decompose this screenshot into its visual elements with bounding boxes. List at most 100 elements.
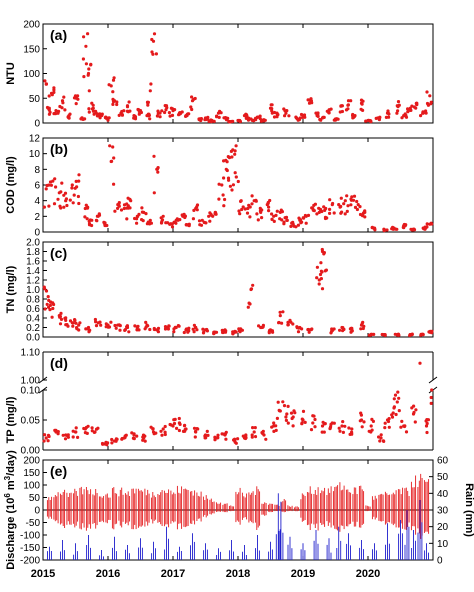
data-point-2-17-2 xyxy=(182,330,186,335)
data-point-0-13-4 xyxy=(106,118,110,122)
axis-break-mark-1-a xyxy=(428,376,438,384)
data-point-2-0-3 xyxy=(44,289,49,293)
data-point-1-24-0 xyxy=(200,218,204,222)
data-point-2-10-2 xyxy=(114,326,118,330)
data-point-0-0-0 xyxy=(43,79,47,83)
data-point-2-0-5 xyxy=(43,307,47,311)
y-tick-label: 6 xyxy=(34,181,40,192)
data-point-3-30-4 xyxy=(321,420,325,424)
data-point-2-31-5 xyxy=(315,265,319,269)
data-point-3-21-5 xyxy=(244,433,248,437)
data-point-0-16-3 xyxy=(117,113,121,117)
data-point-3-35-3 xyxy=(371,419,375,423)
data-point-3-4-3 xyxy=(85,431,89,435)
data-point-0-62-4 xyxy=(426,103,430,107)
data-point-1-35-3 xyxy=(256,218,260,222)
data-point-0-21-4 xyxy=(149,82,153,86)
data-point-3-9-3 xyxy=(132,437,136,441)
data-point-0-59-5 xyxy=(409,108,413,112)
panel-label: (b) xyxy=(50,141,68,157)
data-point-0-24-4 xyxy=(167,111,171,115)
data-point-3-34-3 xyxy=(360,425,364,429)
data-point-3-29-3 xyxy=(309,428,314,432)
data-point-3-5-5 xyxy=(90,426,94,430)
data-point-3-19-4 xyxy=(222,432,226,436)
data-point-0-9-2 xyxy=(86,73,90,77)
y-axis-label: NTU xyxy=(5,62,17,85)
data-point-1-17-3 xyxy=(152,191,156,195)
data-point-0-8-5 xyxy=(87,67,91,71)
data-point-1-33-3 xyxy=(243,207,247,211)
data-point-0-58-2 xyxy=(404,115,409,119)
data-point-1-4-2 xyxy=(71,201,75,205)
data-point-1-48-5 xyxy=(345,194,349,198)
data-point-2-12-1 xyxy=(136,324,140,328)
data-point-3-7-4 xyxy=(115,437,119,441)
data-point-3-36-3 xyxy=(379,433,383,437)
data-point-3-38-2 xyxy=(391,411,395,415)
data-point-1-38-3 xyxy=(279,208,283,212)
data-point-1-32-2 xyxy=(239,199,243,203)
data-point-0-2-2 xyxy=(47,94,51,98)
data-point-2-31-1 xyxy=(317,282,321,286)
data-point-0-32-3 xyxy=(219,111,223,115)
data-point-2-37-4 xyxy=(359,327,363,331)
data-point-0-28-1 xyxy=(190,107,194,112)
data-point-0-53-2 xyxy=(360,102,364,106)
data-point-2-2-5 xyxy=(50,315,54,319)
data-point-0-16-2 xyxy=(120,113,124,117)
data-point-3-3-1 xyxy=(74,426,78,430)
data-point-1-34-3 xyxy=(250,194,254,198)
data-point-3-19-3 xyxy=(224,430,228,434)
data-point-1-15-4 xyxy=(140,206,144,210)
y-tick-label: 0.4 xyxy=(26,314,40,325)
data-point-3-32-1 xyxy=(341,430,345,434)
data-point-1-15-3 xyxy=(140,210,144,214)
data-point-1-19-3 xyxy=(166,221,170,225)
y2-tick-label: 20 xyxy=(437,522,449,533)
data-point-3-18-5 xyxy=(213,435,217,439)
data-point-1-38-5 xyxy=(278,217,282,221)
y-tick-label: 200 xyxy=(23,456,40,467)
data-point-1-28-4 xyxy=(222,159,226,163)
data-point-3-14-4 xyxy=(177,416,181,421)
data-point-0-61-5 xyxy=(419,114,423,118)
data-point-2-11-1 xyxy=(127,330,131,334)
data-point-3-39-0 xyxy=(395,400,399,404)
data-point-3-9-2 xyxy=(135,434,139,438)
data-point-0-53-5 xyxy=(361,108,365,112)
data-point-3-31-2 xyxy=(329,422,333,426)
data-point-3-43-0 xyxy=(424,424,429,428)
data-point-3-4-5 xyxy=(82,426,86,431)
data-point-1-48-3 xyxy=(343,212,347,216)
data-point-0-20-3 xyxy=(148,117,152,121)
data-point-0-25-2 xyxy=(170,113,175,117)
data-point-2-8-4 xyxy=(94,324,99,328)
data-point-3-27-2 xyxy=(291,424,295,428)
data-point-2-2-2 xyxy=(52,302,56,307)
data-point-0-9-5 xyxy=(89,62,93,66)
data-point-0-37-5 xyxy=(246,118,251,122)
y-tick-label: 10 xyxy=(29,149,41,160)
data-point-1-31-0 xyxy=(234,144,238,148)
data-point-2-35-5 xyxy=(341,329,345,333)
data-point-1-27-0 xyxy=(220,183,224,187)
data-point-3-36-5 xyxy=(381,439,385,443)
data-point-1-5-5 xyxy=(74,179,78,183)
data-point-0-13-5 xyxy=(104,115,108,119)
x-tick-label: 2016 xyxy=(96,568,120,580)
data-point-3-40-5 xyxy=(400,419,404,423)
data-point-2-27-2 xyxy=(280,321,284,325)
data-point-0-11-4 xyxy=(92,112,96,116)
data-point-1-20-3 xyxy=(172,220,176,224)
y-tick-label: 150 xyxy=(23,468,40,479)
y-axis-label-part: Discharge (10 xyxy=(5,498,17,570)
data-point-1-54-4 xyxy=(395,227,399,231)
data-point-2-16-5 xyxy=(173,325,177,329)
data-point-3-0-5 xyxy=(46,439,50,443)
data-point-0-62-0 xyxy=(428,94,432,98)
data-point-2-15-2 xyxy=(163,325,168,329)
data-point-3-28-4 xyxy=(303,420,307,424)
y-tick-label: 1.10 xyxy=(21,348,41,359)
data-point-1-26-5 xyxy=(214,212,218,216)
